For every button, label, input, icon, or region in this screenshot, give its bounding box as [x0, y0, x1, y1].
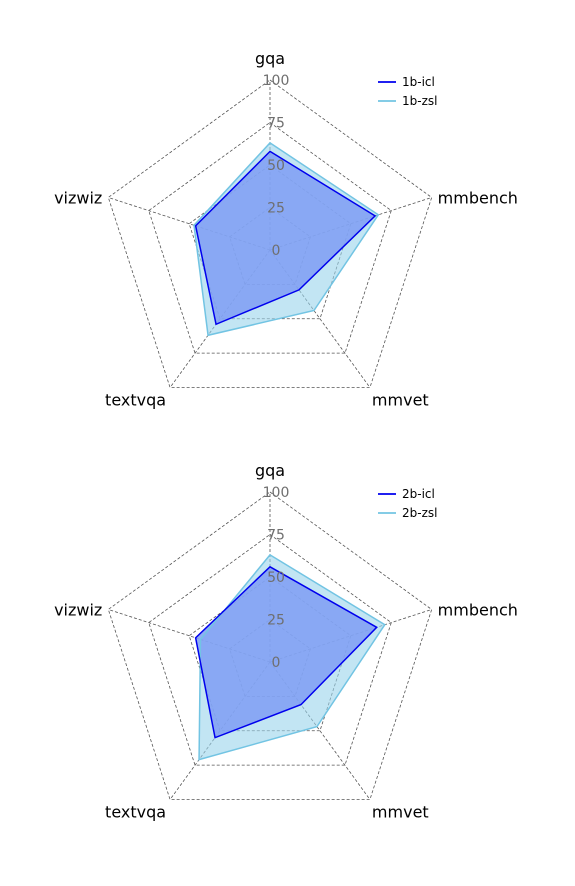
axis-label-mmbench: mmbench — [438, 600, 518, 619]
tick-label-75: 75 — [267, 116, 285, 132]
tick-label-100: 100 — [263, 73, 290, 89]
legend-label-1b-icl: 1b-icl — [402, 75, 435, 89]
tick-label-25: 25 — [267, 613, 285, 629]
series-area-2b-icl — [195, 566, 377, 738]
axis-label-textvqa: textvqa — [105, 391, 166, 410]
tick-label-0: 0 — [272, 655, 281, 671]
axis-label-textvqa: textvqa — [105, 803, 166, 822]
radar-chart-1: 0 25 50 75 100 gqa mmbench mmvet textvqa vizwiz 1b… — [54, 49, 518, 410]
axis-label-vizwiz: vizwiz — [54, 600, 102, 619]
spoke-vizwiz — [108, 197, 271, 251]
grid-ring-50 — [188, 164, 352, 320]
tick-label-0: 0 — [272, 243, 281, 259]
axis-label-mmvet: mmvet — [372, 391, 429, 410]
tick-label-100: 100 — [263, 485, 290, 501]
radar-chart-2: 0 25 50 75 100 gqa mmbench mmvet textvqa vizwiz 2b… — [54, 461, 518, 822]
legend-label-1b-zsl: 1b-zsl — [402, 94, 437, 108]
spoke-mmbench — [269, 197, 432, 251]
spoke-mmvet — [269, 249, 371, 388]
tick-label-25: 25 — [267, 201, 285, 217]
legend-label-2b-icl: 2b-icl — [402, 487, 435, 501]
spoke-mmbench — [269, 609, 432, 663]
legend-label-2b-zsl: 2b-zsl — [402, 506, 437, 520]
series-line-2b-icl — [194, 565, 378, 739]
grid-ring-100 — [107, 79, 433, 388]
series-line-1b-icl — [194, 150, 377, 326]
series-area-1b-icl — [195, 151, 376, 325]
grid-ring-100 — [107, 491, 433, 800]
axis-label-gqa: gqa — [255, 49, 285, 68]
axis-label-mmbench: mmbench — [438, 188, 518, 207]
axis-label-vizwiz: vizwiz — [54, 188, 102, 207]
spoke-vizwiz — [108, 609, 271, 663]
axis-label-gqa: gqa — [255, 461, 285, 480]
tick-label-50: 50 — [267, 158, 285, 174]
spoke-mmvet — [269, 661, 371, 800]
axis-label-mmvet: mmvet — [372, 803, 429, 822]
tick-label-50: 50 — [267, 570, 285, 586]
series-line-1b-zsl — [193, 141, 380, 337]
grid-ring-50 — [188, 576, 352, 732]
tick-label-75: 75 — [267, 528, 285, 544]
series-line-2b-zsl — [198, 553, 386, 761]
